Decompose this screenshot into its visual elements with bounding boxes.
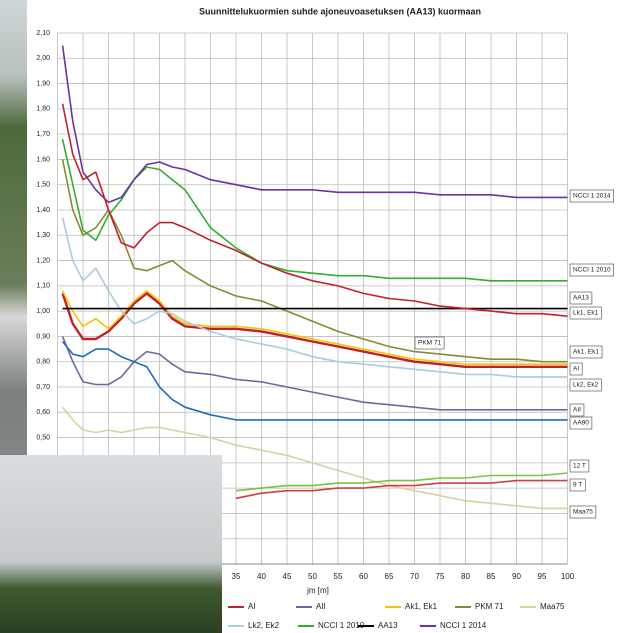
- y-tick-label: 1,30: [36, 232, 50, 239]
- y-tick-label: 0,60: [36, 409, 50, 416]
- y-tick-label: 0,20: [36, 510, 50, 517]
- chart: Suunnittelukuormien suhde ajoneuvoasetuk…: [0, 0, 628, 633]
- x-tick-label: 95: [538, 572, 547, 581]
- annotation: Maa75: [573, 509, 593, 516]
- y-tick-label: 1,20: [36, 257, 50, 264]
- legend-label: Lk2, Ek2: [248, 621, 280, 630]
- chart-title: Suunnittelukuormien suhde ajoneuvoasetuk…: [199, 6, 481, 16]
- x-tick-label: 15: [130, 572, 139, 581]
- annotation: Lk2, Ek2: [573, 382, 599, 389]
- legend-label: AI: [248, 602, 256, 611]
- annotation: AA90: [573, 420, 589, 427]
- x-tick-label: 30: [206, 572, 215, 581]
- x-tick-label: 75: [436, 572, 445, 581]
- x-tick-label: 70: [410, 572, 419, 581]
- x-tick-label: 35: [232, 572, 241, 581]
- x-tick-label: 0: [55, 572, 60, 581]
- y-tick-label: 0,70: [36, 384, 50, 391]
- annotation: Ak1, Ek1: [573, 349, 599, 356]
- x-tick-label: 45: [283, 572, 292, 581]
- y-tick-label: 2,10: [36, 30, 50, 37]
- background: [0, 0, 628, 633]
- y-tick-label: 0,00: [36, 561, 50, 568]
- x-axis-label: jm [m]: [306, 586, 329, 595]
- screenshot: Suunnittelukuormien suhde ajoneuvoasetuk…: [0, 0, 628, 633]
- annotation: AA13: [573, 295, 589, 302]
- legend-label: PKM 71: [475, 602, 504, 611]
- x-tick-label: 90: [512, 572, 521, 581]
- annotation: NCCI 1 2010: [573, 267, 611, 274]
- x-tick-label: 100: [561, 572, 575, 581]
- x-tick-label: 40: [257, 572, 266, 581]
- y-tick-label: 0,50: [36, 434, 50, 441]
- y-tick-label: 0,90: [36, 333, 50, 340]
- x-tick-label: 65: [385, 572, 394, 581]
- legend-label: NCCI 1 2010: [318, 621, 365, 630]
- x-tick-label: 20: [155, 572, 164, 581]
- y-tick-label: 0,10: [36, 536, 50, 543]
- annotation: AII: [573, 407, 581, 414]
- annotation: Lk1, Ek1: [573, 310, 599, 317]
- x-tick-label: 80: [461, 572, 470, 581]
- x-tick-label: 50: [308, 572, 317, 581]
- legend-label: AII: [316, 602, 326, 611]
- y-tick-label: 0,40: [36, 460, 50, 467]
- y-tick-label: 1,70: [36, 131, 50, 138]
- legend-label: NCCI 1 2014: [440, 621, 487, 630]
- legend-label: AA13: [378, 621, 398, 630]
- x-tick-label: 10: [104, 572, 113, 581]
- annotation: 12 T: [573, 463, 586, 470]
- x-tick-label: 85: [487, 572, 496, 581]
- y-tick-label: 0,30: [36, 485, 50, 492]
- y-tick-label: 1,90: [36, 80, 50, 87]
- annotation: AI: [573, 366, 579, 373]
- x-tick-label: 5: [81, 572, 86, 581]
- x-tick-label: 60: [359, 572, 368, 581]
- legend-label: Ak1, Ek1: [405, 602, 438, 611]
- y-tick-label: 0,80: [36, 359, 50, 366]
- y-tick-label: 1,60: [36, 156, 50, 163]
- annotation: PKM 71: [418, 340, 442, 347]
- y-tick-label: 1,40: [36, 207, 50, 214]
- annotation: NCCI 1 2014: [573, 193, 611, 200]
- y-tick-label: 1,50: [36, 182, 50, 189]
- y-tick-label: 1,00: [36, 308, 50, 315]
- legend-label: Maa75: [540, 602, 565, 611]
- x-tick-label: 25: [181, 572, 190, 581]
- x-tick-label: 55: [334, 572, 343, 581]
- y-tick-label: 1,10: [36, 283, 50, 290]
- annotation: 9 T: [573, 482, 582, 489]
- y-tick-label: 2,00: [36, 55, 50, 62]
- y-tick-label: 1,80: [36, 106, 50, 113]
